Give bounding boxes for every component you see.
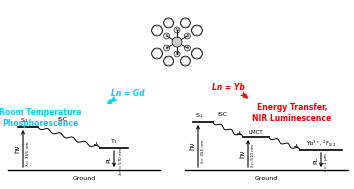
Text: Energy Transfer,
NIR Luminescence: Energy Transfer, NIR Luminescence bbox=[252, 103, 332, 123]
Text: Yb$^{3+}$, $^2$F$_{5/2}$: Yb$^{3+}$, $^2$F$_{5/2}$ bbox=[306, 139, 336, 148]
Text: S: S bbox=[165, 34, 168, 38]
Text: S$_1$: S$_1$ bbox=[20, 116, 28, 125]
Text: λ= 355 nm: λ= 355 nm bbox=[26, 141, 30, 166]
Text: λ= 1 μm: λ= 1 μm bbox=[324, 153, 328, 171]
Text: S: S bbox=[165, 46, 168, 50]
Text: hν: hν bbox=[14, 144, 20, 153]
Circle shape bbox=[164, 45, 170, 51]
Circle shape bbox=[184, 33, 190, 39]
Text: λ= 355 nm: λ= 355 nm bbox=[201, 139, 205, 163]
Text: LMCT: LMCT bbox=[249, 130, 263, 135]
Circle shape bbox=[174, 51, 180, 57]
Text: ISC: ISC bbox=[57, 117, 67, 122]
Text: T$_1$: T$_1$ bbox=[110, 137, 118, 146]
Circle shape bbox=[172, 37, 182, 47]
Circle shape bbox=[174, 27, 180, 33]
Text: N: N bbox=[176, 52, 178, 56]
Circle shape bbox=[184, 45, 190, 51]
Text: S: S bbox=[186, 46, 189, 50]
Circle shape bbox=[164, 33, 170, 39]
Text: ISC: ISC bbox=[217, 112, 227, 117]
Text: λ= 510 nm: λ= 510 nm bbox=[251, 144, 255, 167]
Text: hν: hν bbox=[189, 142, 195, 150]
Text: Room Temperature
Phosphorescence: Room Temperature Phosphorescence bbox=[0, 108, 81, 128]
Text: Ln = Gd: Ln = Gd bbox=[111, 88, 145, 98]
Text: S: S bbox=[186, 34, 189, 38]
Text: N: N bbox=[176, 28, 178, 32]
Text: S$_1$: S$_1$ bbox=[195, 111, 204, 120]
Text: λ$_{em}$= 570 nm: λ$_{em}$= 570 nm bbox=[117, 146, 125, 176]
Text: Ln = Yb: Ln = Yb bbox=[212, 84, 245, 92]
Text: hν: hν bbox=[239, 149, 245, 158]
Text: Ground: Ground bbox=[255, 176, 278, 181]
Text: PL: PL bbox=[313, 156, 318, 163]
Text: Ground: Ground bbox=[72, 176, 96, 181]
Text: PL: PL bbox=[106, 155, 111, 163]
